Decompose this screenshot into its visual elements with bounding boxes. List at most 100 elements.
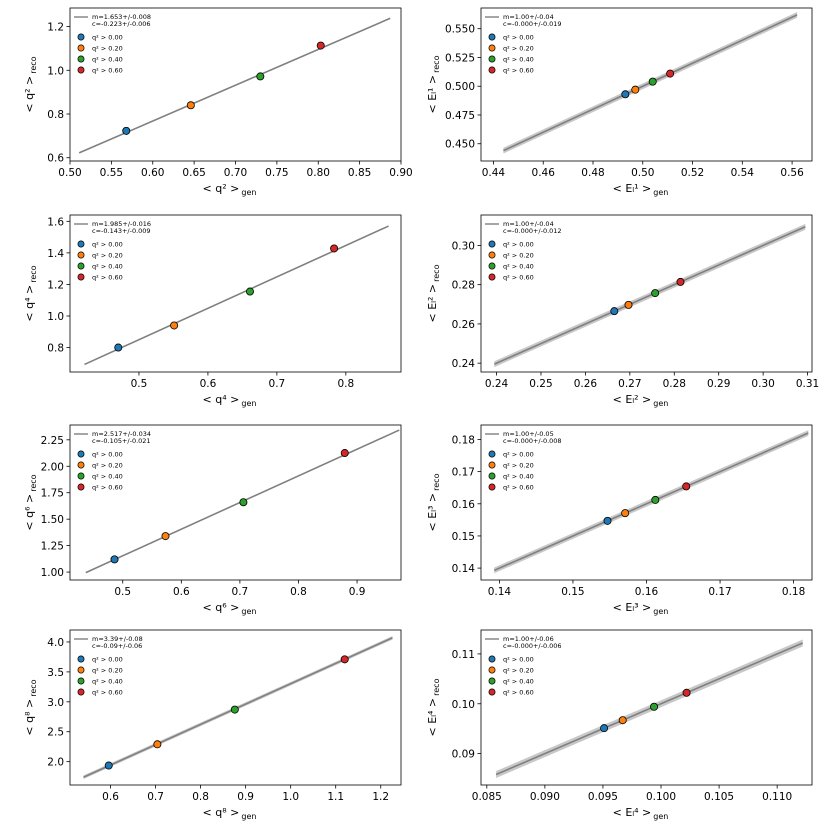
x-tick-label: 0.24 bbox=[485, 378, 509, 390]
x-axis-label: < Eₗ¹ > gen bbox=[613, 182, 669, 197]
data-point-0 bbox=[122, 126, 131, 135]
legend-label-0: q² > 0.00 bbox=[503, 34, 534, 42]
legend-label-3: q² > 0.60 bbox=[503, 67, 534, 75]
legend-label-2: q² > 0.40 bbox=[92, 473, 123, 481]
x-tick-label: 0.8 bbox=[192, 791, 209, 803]
x-tick-label: 0.31 bbox=[796, 378, 819, 390]
y-axis-label: < q⁶ >reco bbox=[23, 474, 38, 530]
x-tick-label: 0.44 bbox=[482, 167, 506, 179]
y-axis-label: < Eₗ¹ >reco bbox=[426, 55, 441, 113]
data-point-1 bbox=[631, 85, 640, 94]
data-point-0 bbox=[104, 761, 113, 770]
legend-label-2: q² > 0.40 bbox=[503, 56, 534, 64]
legend-marker-3 bbox=[488, 483, 496, 491]
y-tick-label: 1.50 bbox=[41, 514, 64, 526]
legend-marker-0 bbox=[488, 450, 496, 458]
legend-marker-1 bbox=[77, 666, 85, 674]
data-point-3 bbox=[682, 688, 691, 697]
chart-panel-E3: 0.14 0.15 0.16 0.17 0.18 0.14 0.15 0.16 0.17 0.18… bbox=[426, 424, 813, 616]
legend-label-0: q² > 0.00 bbox=[92, 656, 123, 664]
legend-marker-3 bbox=[77, 273, 85, 281]
x-tick-label: 0.8 bbox=[337, 378, 354, 390]
legend-marker-0 bbox=[77, 655, 85, 663]
y-axis-label: < Eₗ³ >reco bbox=[426, 473, 441, 531]
fit-parameter-m: m=1.653+/-0.008 bbox=[92, 13, 151, 21]
x-axis-label: < q⁶ > gen bbox=[203, 601, 257, 616]
y-tick-label: 0.11 bbox=[452, 649, 475, 661]
legend-marker-0 bbox=[77, 33, 85, 41]
fit-line bbox=[494, 226, 806, 365]
chart-panel-E1: 0.44 0.46 0.48 0.50 0.52 0.54 0.56 0.450 0.475 0.… bbox=[426, 7, 813, 197]
legend-label-0: q² > 0.00 bbox=[503, 451, 534, 459]
x-axis-label: < q² > gen bbox=[203, 182, 257, 197]
legend-label-0: q² > 0.00 bbox=[503, 656, 534, 664]
x-tick-label: 0.6 bbox=[200, 378, 217, 390]
x-tick-label: 0.27 bbox=[618, 378, 641, 390]
x-tick-label: 0.90 bbox=[389, 167, 412, 179]
fit-parameter-m: m=2.517+/-0.034 bbox=[92, 430, 151, 438]
x-tick-label: 0.28 bbox=[663, 378, 686, 390]
fit-parameter-c: c=-0.223+/-0.006 bbox=[92, 20, 151, 28]
y-tick-label: 0.475 bbox=[445, 110, 475, 122]
y-tick-label: 2.25 bbox=[41, 435, 64, 447]
legend-label-0: q² > 0.00 bbox=[92, 241, 123, 249]
x-tick-label: 0.5 bbox=[131, 378, 148, 390]
y-tick-label: 0.09 bbox=[452, 749, 475, 761]
y-tick-label: 0.15 bbox=[452, 531, 475, 543]
legend-label-2: q² > 0.40 bbox=[503, 678, 534, 686]
y-tick-label: 2.0 bbox=[47, 757, 64, 769]
legend-marker-0 bbox=[488, 33, 496, 41]
legend-marker-2 bbox=[488, 262, 496, 270]
legend-marker-1 bbox=[488, 666, 496, 674]
fit-line bbox=[495, 642, 804, 776]
axes-frame bbox=[480, 7, 813, 162]
legend-label-1: q² > 0.20 bbox=[92, 462, 123, 470]
legend-marker-2 bbox=[77, 677, 85, 685]
y-tick-label: 0.26 bbox=[452, 319, 476, 331]
legend-label-3: q² > 0.60 bbox=[503, 274, 534, 282]
legend-label-3: q² > 0.60 bbox=[503, 689, 534, 697]
y-tick-label: 0.500 bbox=[445, 81, 475, 93]
data-point-1 bbox=[161, 532, 170, 541]
data-point-1 bbox=[186, 101, 195, 110]
legend-label-2: q² > 0.40 bbox=[503, 263, 534, 271]
axes-frame bbox=[69, 424, 402, 581]
x-axis-label: < Eₗ³ > gen bbox=[613, 601, 669, 616]
y-tick-label: 1.6 bbox=[47, 216, 64, 228]
y-tick-label: 0.8 bbox=[47, 343, 64, 355]
legend-label-2: q² > 0.40 bbox=[503, 473, 534, 481]
legend: m=3.39+/-0.08c=-0.09+/-0.06 q² > 0.00 q² >… bbox=[74, 635, 143, 697]
x-tick-label: 0.85 bbox=[348, 167, 371, 179]
y-tick-label: 1.2 bbox=[47, 279, 64, 291]
x-tick-label: 0.090 bbox=[530, 791, 560, 803]
legend-marker-1 bbox=[77, 461, 85, 469]
legend-label-2: q² > 0.40 bbox=[92, 263, 123, 271]
legend-marker-1 bbox=[488, 44, 496, 52]
x-tick-label: 0.17 bbox=[708, 586, 731, 598]
y-tick-label: 1.75 bbox=[41, 488, 64, 500]
y-tick-label: 2.5 bbox=[47, 727, 64, 739]
x-tick-label: 0.7 bbox=[147, 791, 164, 803]
data-point-0 bbox=[114, 343, 123, 352]
data-point-2 bbox=[651, 495, 660, 504]
x-tick-label: 0.65 bbox=[182, 167, 205, 179]
data-point-3 bbox=[340, 655, 349, 664]
y-tick-label: 3.5 bbox=[47, 667, 64, 679]
legend-marker-3 bbox=[488, 273, 496, 281]
fit-parameter-m: m=1.00+/-0.05 bbox=[503, 430, 554, 438]
data-point-2 bbox=[239, 498, 248, 507]
y-tick-label: 0.550 bbox=[445, 24, 475, 36]
legend-marker-0 bbox=[77, 450, 85, 458]
legend-marker-1 bbox=[488, 251, 496, 259]
data-point-3 bbox=[330, 244, 339, 253]
data-point-1 bbox=[618, 716, 627, 725]
data-point-1 bbox=[153, 740, 162, 749]
legend-marker-2 bbox=[77, 472, 85, 480]
chart-panel-q8: 0.6 0.7 0.8 0.9 1.0 1.1 1.2 2.0 2.5 3.0 3.5 4.0 < q⁸… bbox=[23, 629, 402, 821]
y-axis-label: < q² >reco bbox=[23, 56, 38, 112]
x-tick-label: 0.095 bbox=[588, 791, 618, 803]
legend: m=1.00+/-0.06c=-0.000+/-0.006 q² > 0.00 q²… bbox=[485, 635, 562, 697]
